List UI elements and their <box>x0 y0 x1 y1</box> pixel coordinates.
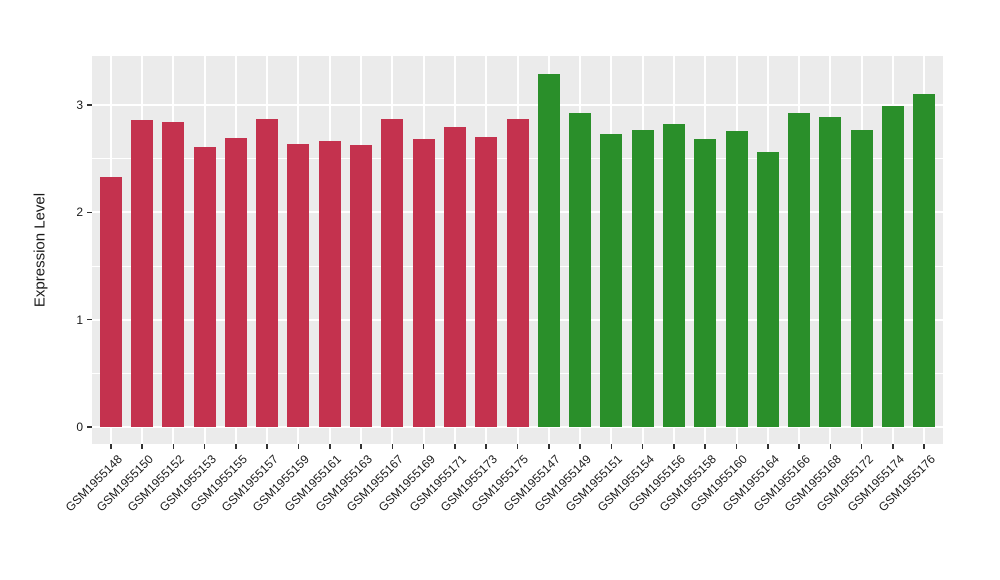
bar <box>224 138 247 427</box>
x-tick-mark <box>391 444 394 449</box>
x-tick-mark <box>892 444 894 449</box>
bar <box>350 144 373 427</box>
y-axis-title: Expression Level <box>31 192 49 308</box>
bar <box>788 112 811 427</box>
bar <box>412 139 435 427</box>
x-tick-mark <box>266 444 268 449</box>
bar <box>913 94 936 427</box>
bar <box>287 143 310 427</box>
bar <box>881 106 904 427</box>
x-tick-mark <box>548 444 550 449</box>
y-tick-mark <box>87 318 92 321</box>
x-tick-mark <box>735 444 738 449</box>
bar <box>318 140 341 427</box>
x-tick-mark <box>203 444 206 449</box>
x-tick-mark <box>235 444 237 449</box>
x-tick-mark <box>297 444 300 449</box>
x-tick-mark <box>516 444 519 449</box>
bar <box>537 73 560 427</box>
x-tick-mark <box>329 444 331 449</box>
x-tick-mark <box>172 444 175 449</box>
bar <box>193 146 216 427</box>
bar <box>99 176 122 427</box>
bar <box>162 122 185 427</box>
y-tick-mark <box>87 104 92 106</box>
x-tick-mark <box>673 444 675 449</box>
x-tick-mark <box>641 444 644 449</box>
bar <box>131 120 154 427</box>
x-tick-mark <box>704 444 706 449</box>
x-tick-mark <box>485 444 487 449</box>
bar <box>819 116 842 427</box>
bar <box>569 112 592 427</box>
y-tick-mark <box>87 211 92 214</box>
y-tick-label: 2 <box>76 205 83 220</box>
y-tick-label: 0 <box>76 420 83 434</box>
bar <box>256 119 279 427</box>
bar <box>694 139 717 427</box>
x-tick-mark <box>141 444 143 449</box>
x-tick-mark <box>454 444 456 449</box>
x-tick-mark <box>860 444 863 449</box>
plot-panel <box>92 56 943 444</box>
y-tick-label: 1 <box>76 312 83 327</box>
bar <box>600 134 623 427</box>
bar <box>725 130 748 427</box>
gridline-major <box>92 426 943 428</box>
bar <box>662 124 685 427</box>
bar <box>443 126 466 427</box>
bar <box>631 129 654 427</box>
x-tick-mark <box>110 444 112 449</box>
bar <box>850 129 873 427</box>
x-tick-mark <box>422 444 425 449</box>
bar <box>475 137 498 427</box>
y-tick-mark <box>87 426 92 428</box>
x-tick-mark <box>610 444 613 449</box>
x-tick-mark <box>767 444 769 449</box>
y-tick-label: 3 <box>76 98 83 113</box>
bar <box>756 152 779 427</box>
x-tick-mark <box>798 444 800 449</box>
x-tick-mark <box>829 444 832 449</box>
x-tick-mark <box>360 444 362 449</box>
bar <box>381 119 404 427</box>
x-tick-mark <box>579 444 581 449</box>
gridline-major <box>92 104 943 107</box>
x-tick-mark <box>923 444 925 449</box>
bar <box>506 119 529 427</box>
